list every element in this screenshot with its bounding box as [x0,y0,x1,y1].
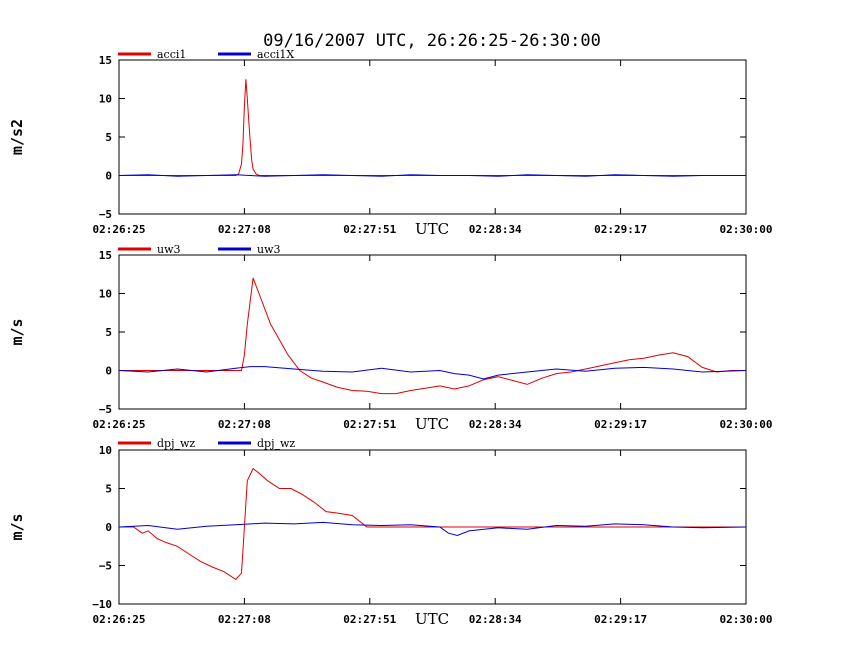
chart-title: 09/16/2007 UTC, 26:26:25-26:30:00 [263,31,601,51]
x-axis-label: UTC [415,610,449,628]
legend-label: uw3 [157,243,181,256]
legend-label: acci1X [257,48,294,61]
plot-frame-2 [118,254,747,410]
plot-frame-1 [118,59,747,215]
legend-label: uw3 [257,243,281,256]
y-tick-label: 0 [105,170,112,183]
y-tick-label: 0 [105,365,112,378]
legend-label: dpj_wz [257,437,295,450]
y-axis-label: m/s2 [8,119,26,155]
legend-label: dpj_wz [157,437,195,450]
x-tick-label: 02:26:25 [93,418,146,431]
x-axis-label: UTC [415,415,449,433]
x-tick-label: 02:29:17 [594,223,647,236]
x-tick-label: 02:26:25 [93,613,146,626]
y-axis-label: m/s [8,318,26,345]
series-line-red [119,277,746,395]
y-tick-label: −5 [99,560,112,573]
series-line-blue [119,366,746,380]
y-tick-label: 15 [99,249,112,262]
x-tick-label: 02:30:00 [720,613,773,626]
x-tick-label: 02:28:34 [469,223,522,236]
y-tick-label: 15 [99,54,112,67]
x-axis-label: UTC [415,220,449,238]
y-axis-label: m/s [8,513,26,540]
x-tick-label: 02:30:00 [720,418,773,431]
x-tick-label: 02:27:51 [343,613,396,626]
x-tick-label: 02:26:25 [93,223,146,236]
series-line-blue [119,521,746,537]
y-tick-label: 5 [105,483,112,496]
x-tick-label: 02:29:17 [594,613,647,626]
series-line-blue [119,174,746,177]
x-tick-label: 02:27:51 [343,223,396,236]
x-tick-label: 02:27:08 [218,418,271,431]
x-tick-label: 02:30:00 [720,223,773,236]
series-line-red [119,79,746,176]
y-tick-label: 10 [99,93,112,106]
y-tick-label: −10 [92,598,112,611]
x-tick-label: 02:27:08 [218,613,271,626]
legend-label: acci1 [157,48,186,61]
x-tick-label: 02:27:08 [218,223,271,236]
y-tick-label: 10 [99,444,112,457]
y-tick-label: 0 [105,521,112,534]
y-tick-label: 10 [99,288,112,301]
y-tick-label: −5 [99,403,112,416]
y-tick-label: −5 [99,208,112,221]
series-line-red [119,467,746,581]
y-tick-label: 5 [105,326,112,339]
y-tick-label: 5 [105,131,112,144]
x-tick-label: 02:28:34 [469,613,522,626]
x-tick-label: 02:28:34 [469,418,522,431]
x-tick-label: 02:29:17 [594,418,647,431]
x-tick-label: 02:27:51 [343,418,396,431]
chart-panels: −5 0 5 10 15 02:26:25 02:27:08 02:27:51 02:28:34… [8,48,772,628]
